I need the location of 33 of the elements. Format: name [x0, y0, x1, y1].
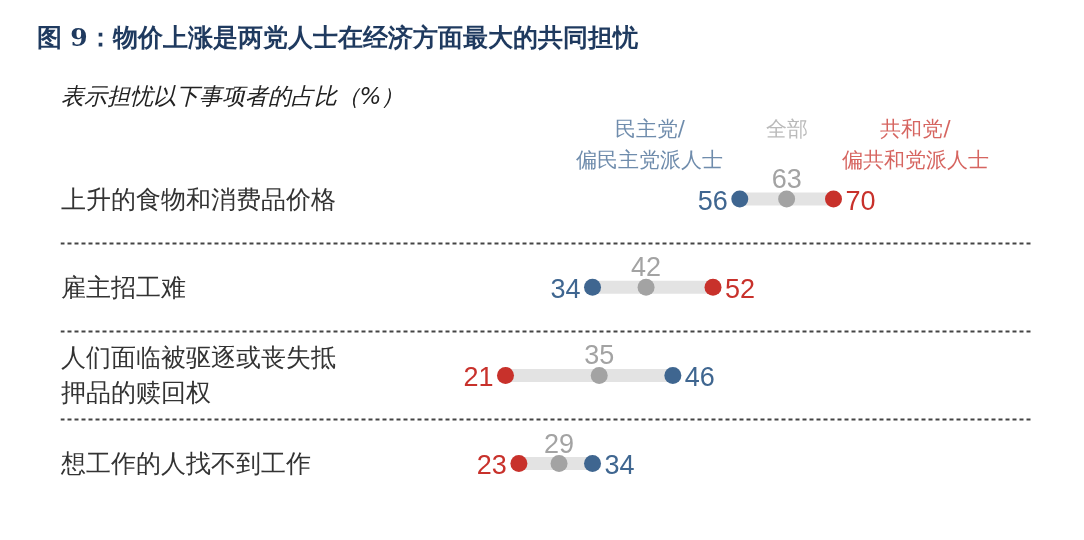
data-label: 52 — [725, 273, 756, 304]
data-label: 21 — [463, 361, 494, 392]
point — [731, 190, 749, 208]
text: 表示担忧以下事项者的占比（%） — [60, 82, 405, 109]
point — [584, 455, 602, 473]
point — [550, 455, 568, 473]
data-label: 23 — [476, 450, 507, 481]
y-tick-label: 上升的食物和消费品价格 — [60, 184, 336, 214]
data-label: 56 — [697, 185, 728, 216]
text: 全部 — [765, 117, 808, 142]
data-label: 35 — [584, 340, 615, 371]
point — [778, 190, 796, 208]
data-label: 29 — [544, 428, 575, 459]
chart-title: 图 9：物价上涨是两党人士在经济方面最大的共同担忧 — [36, 22, 639, 52]
series-label: 共和党/偏共和党派人士 — [842, 117, 989, 173]
point — [584, 278, 602, 296]
data-label: 46 — [684, 361, 715, 392]
point — [637, 278, 655, 296]
point — [590, 366, 608, 384]
data-label: 34 — [604, 450, 635, 481]
data-label: 70 — [845, 185, 876, 216]
data-label: 63 — [771, 164, 802, 195]
y-tick-label: 雇主招工难 — [60, 272, 186, 302]
point — [497, 366, 514, 384]
series-label: 民主党/偏民主党派人士 — [576, 117, 724, 173]
data-label: 42 — [631, 252, 662, 283]
data-label: 34 — [550, 273, 581, 304]
point — [510, 455, 528, 473]
point — [664, 366, 682, 384]
point — [825, 190, 842, 208]
y-tick-label: 人们面临被驱逐或丧失抵押品的赎回权 — [60, 343, 336, 408]
point — [704, 278, 722, 296]
y-tick-label: 想工作的人找不到工作 — [59, 449, 311, 479]
